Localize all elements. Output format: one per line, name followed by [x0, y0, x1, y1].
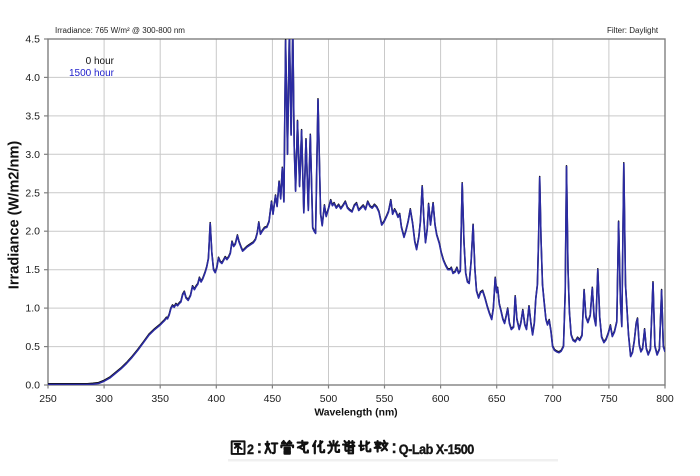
svg-text:500: 500 — [320, 393, 338, 405]
svg-text:600: 600 — [432, 393, 450, 405]
svg-text:Irradiance: 765 W/m² @ 300-800: Irradiance: 765 W/m² @ 300-800 nm — [55, 26, 185, 35]
svg-text:650: 650 — [488, 393, 506, 405]
svg-text:4.5: 4.5 — [25, 34, 40, 46]
svg-text:700: 700 — [544, 393, 562, 405]
svg-text:3.5: 3.5 — [25, 110, 40, 122]
svg-text:2.5: 2.5 — [25, 187, 40, 199]
svg-text:0 hour: 0 hour — [86, 56, 115, 67]
svg-text:2: 2 — [247, 441, 254, 457]
svg-text:1500 hour: 1500 hour — [69, 68, 115, 79]
svg-text:250: 250 — [39, 393, 57, 405]
svg-text:350: 350 — [151, 393, 169, 405]
svg-text:4.0: 4.0 — [25, 72, 40, 84]
svg-text:Q-Lab X-1500: Q-Lab X-1500 — [399, 441, 474, 457]
svg-text:1.5: 1.5 — [25, 264, 40, 276]
svg-text:2.0: 2.0 — [25, 226, 40, 238]
svg-text:3.0: 3.0 — [25, 149, 40, 161]
svg-text:400: 400 — [208, 393, 226, 405]
svg-text:550: 550 — [376, 393, 394, 405]
svg-text:0.0: 0.0 — [25, 380, 40, 392]
svg-text:450: 450 — [264, 393, 282, 405]
svg-text:1.0: 1.0 — [25, 303, 40, 315]
svg-text:300: 300 — [95, 393, 113, 405]
svg-text:Wavelength (nm): Wavelength (nm) — [314, 408, 397, 419]
svg-text:750: 750 — [600, 393, 618, 405]
svg-text:Filter: Daylight: Filter: Daylight — [607, 26, 659, 35]
svg-text:0.5: 0.5 — [25, 341, 40, 353]
svg-text:800: 800 — [656, 393, 674, 405]
svg-text:Irradiance (W/m2/nm): Irradiance (W/m2/nm) — [6, 141, 22, 290]
